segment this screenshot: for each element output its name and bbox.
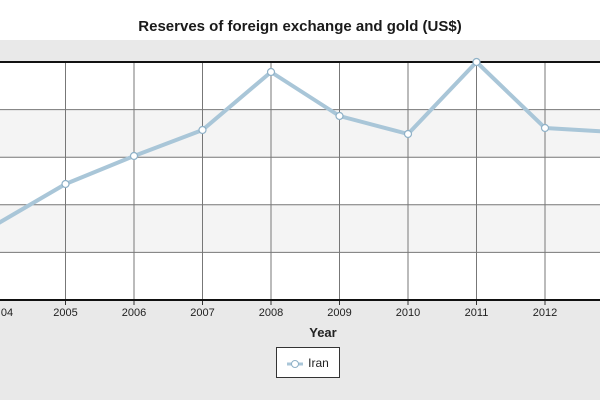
data-point <box>266 67 276 77</box>
x-tick-label: 04 <box>1 307 13 319</box>
x-tick-label: 2008 <box>259 307 283 319</box>
plot-band <box>0 204 600 253</box>
plot-bands <box>0 62 600 300</box>
x-tick-label: 2011 <box>465 307 489 319</box>
data-point <box>335 111 344 121</box>
legend[interactable]: Iran <box>276 347 340 378</box>
series-line <box>0 60 600 225</box>
x-axis-label: Year <box>309 325 337 340</box>
series-iran <box>0 57 600 225</box>
data-point <box>472 57 481 67</box>
plot-area <box>0 62 600 300</box>
legend-item-iran: Iran <box>308 355 329 370</box>
x-tick-label: 2010 <box>396 307 420 319</box>
x-tick-label: 2009 <box>327 307 351 319</box>
legend-dot <box>291 359 300 368</box>
x-tick-labels: 04 2005 2006 2007 2008 2009 2010 2011 2012 <box>1 307 557 319</box>
x-tick-label: 2005 <box>53 307 77 319</box>
data-point <box>198 125 207 135</box>
x-tick-label: 2012 <box>533 307 557 319</box>
data-point <box>403 129 413 139</box>
data-point <box>540 123 550 133</box>
x-tick-label: 2007 <box>190 307 214 319</box>
plot-band <box>0 109 600 158</box>
x-tick-label: 2006 <box>122 307 146 319</box>
data-point <box>129 151 139 161</box>
legend-marker-icon <box>287 358 304 368</box>
gridlines <box>0 61 600 305</box>
data-point <box>61 179 70 189</box>
chart-title: Reserves of foreign exchange and gold (U… <box>138 18 462 35</box>
title-band <box>0 0 600 40</box>
